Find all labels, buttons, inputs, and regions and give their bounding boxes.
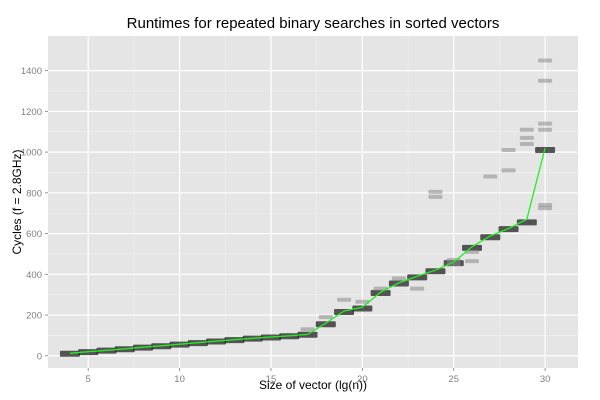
data-box [352, 305, 373, 312]
x-tick-label: 10 [174, 374, 185, 385]
y-axis-label: Cycles (f = 2.8GHz) [10, 149, 24, 254]
outlier-point [337, 297, 352, 302]
data-box [370, 290, 391, 297]
outlier-point [483, 174, 498, 179]
x-axis-label: Size of vector (lg(n)) [259, 378, 367, 392]
outlier-point [538, 121, 553, 126]
median-line [69, 147, 546, 354]
outlier-point [428, 189, 443, 194]
outlier-point [391, 276, 406, 281]
data-box [462, 244, 482, 251]
outlier-point [538, 58, 553, 63]
outlier-point [501, 148, 516, 153]
x-tick-label: 30 [540, 374, 551, 385]
outlier-point [465, 249, 479, 254]
chart-title: Runtimes for repeated binary searches in… [127, 15, 500, 32]
data-box [407, 274, 428, 281]
y-tick-label: 200 [26, 311, 42, 322]
data-box [59, 350, 80, 357]
x-tick-label: 15 [266, 374, 277, 385]
y-tick-label: 0 [37, 351, 42, 362]
outlier-point [519, 127, 534, 132]
outlier-point [519, 135, 534, 140]
y-tick-label: 400 [26, 270, 42, 281]
outlier-point [501, 168, 516, 173]
y-tick-label: 1400 [21, 66, 42, 77]
outlier-point [428, 194, 443, 199]
y-tick-label: 600 [26, 229, 42, 240]
y-tick-label: 800 [26, 188, 42, 199]
outlier-point [300, 327, 315, 332]
y-tick-label: 1000 [21, 148, 42, 159]
x-tick-label: 25 [448, 374, 459, 385]
outlier-points [300, 58, 553, 332]
x-tick-label: 20 [357, 374, 368, 385]
y-tick-label: 1200 [21, 107, 42, 118]
x-tick-label: 5 [86, 374, 91, 385]
grid-lines [48, 36, 578, 368]
outlier-point [538, 127, 553, 132]
outlier-point [519, 141, 534, 146]
outlier-point [355, 299, 370, 304]
data-box [516, 219, 537, 226]
y-axis-ticks: 0 200 400 600 800 1000 1200 1400 [21, 66, 48, 362]
median-polyline [69, 147, 546, 354]
outlier-point [318, 315, 333, 320]
data-box [425, 268, 446, 275]
x-axis-ticks: 5 10 15 20 25 30 [86, 368, 551, 385]
outlier-point [410, 286, 425, 291]
outlier-point [538, 78, 553, 83]
data-box [480, 234, 501, 241]
plot-panel [48, 36, 578, 368]
outlier-point [538, 203, 553, 208]
outlier-point [373, 286, 388, 291]
outlier-point [465, 259, 479, 264]
data-box [315, 321, 336, 328]
outlier-point [538, 206, 553, 211]
